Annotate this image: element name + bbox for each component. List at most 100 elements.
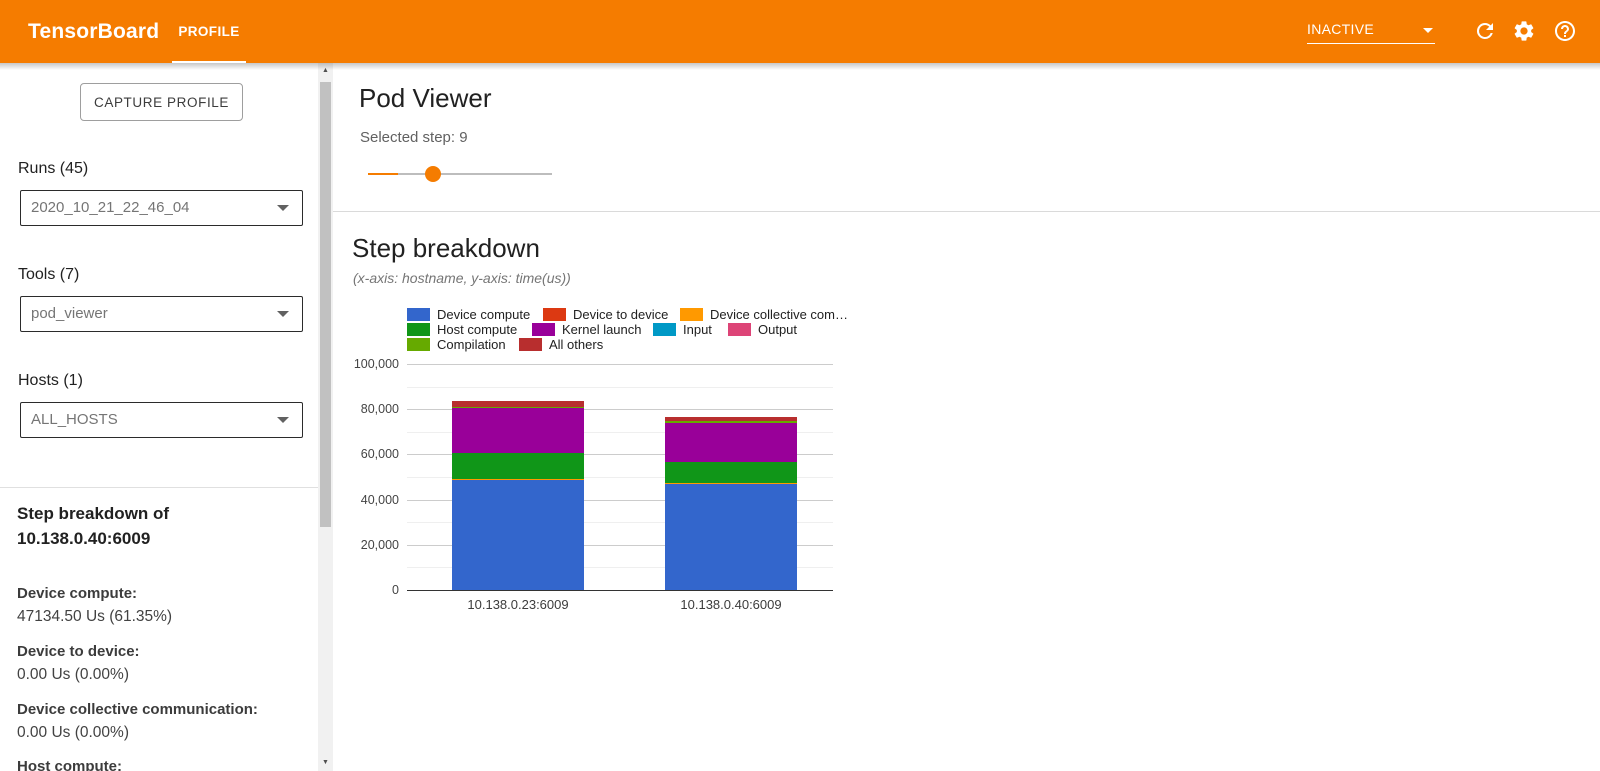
legend-swatch bbox=[680, 308, 703, 321]
sidebar-scrollbar[interactable]: ▲ ▼ bbox=[318, 63, 333, 771]
minor-gridline bbox=[407, 431, 833, 433]
major-gridline bbox=[407, 544, 833, 546]
tab-active-indicator bbox=[172, 61, 246, 63]
major-gridline bbox=[407, 454, 833, 456]
major-gridline bbox=[407, 364, 833, 365]
bar-segment-device-collective-communication bbox=[452, 479, 584, 481]
capture-profile-button[interactable]: CAPTURE PROFILE bbox=[80, 83, 243, 121]
y-tick-label: 20,000 bbox=[360, 537, 399, 552]
stat-label: Device collective communication: bbox=[17, 701, 258, 718]
legend-label: Output bbox=[758, 322, 798, 337]
runs-select[interactable]: 2020_10_21_22_46_04 bbox=[20, 190, 303, 226]
bar-segment-all-others bbox=[665, 417, 797, 422]
section-title: Step breakdown bbox=[352, 233, 540, 263]
bar-segment-compilation bbox=[452, 406, 584, 409]
step-breakdown-chart: Device compute Device to device Device col… bbox=[333, 63, 1600, 771]
stat-value: 0.00 Us (0.00%) bbox=[17, 666, 129, 683]
legend-label: Device to device bbox=[573, 307, 669, 322]
section-subtitle: (x-axis: hostname, y-axis: time(us)) bbox=[353, 270, 571, 286]
app-header: TensorBoard PROFILE INACTIVE bbox=[0, 0, 1600, 63]
stat-value: 0.00 Us (0.00%) bbox=[17, 724, 129, 741]
legend-label: Compilation bbox=[437, 337, 506, 352]
y-tick-label: 100,000 bbox=[353, 357, 399, 371]
slider-thumb[interactable] bbox=[425, 166, 441, 182]
bar-segment-device-compute bbox=[665, 483, 797, 590]
tools-select[interactable]: pod_viewer bbox=[20, 296, 303, 332]
stat-label: Device compute: bbox=[17, 585, 138, 602]
main-content: Pod Viewer Selected step: 9 Step breakdo… bbox=[333, 63, 1600, 771]
stat-label: Host compute: bbox=[17, 758, 122, 771]
legend-label: Kernel launch bbox=[562, 322, 642, 337]
settings-icon[interactable] bbox=[1512, 19, 1536, 43]
bar-segment-device-compute bbox=[452, 480, 584, 590]
minor-gridline bbox=[407, 567, 833, 569]
legend-label: Device collective com… bbox=[710, 307, 848, 322]
hosts-select-value: ALL_HOSTS bbox=[31, 411, 118, 428]
major-gridline bbox=[407, 499, 833, 501]
refresh-icon[interactable] bbox=[1473, 19, 1497, 43]
hosts-label: Hosts (1) bbox=[18, 372, 83, 389]
bar-segment-host-compute bbox=[452, 453, 584, 480]
legend-swatch bbox=[407, 308, 430, 321]
scrollbar-up-icon[interactable]: ▲ bbox=[322, 67, 329, 74]
chevron-down-icon bbox=[277, 205, 289, 211]
y-tick-label: 40,000 bbox=[360, 492, 399, 507]
stat-label: Device to device: bbox=[17, 643, 140, 660]
x-axis-line bbox=[407, 590, 833, 591]
chevron-down-icon bbox=[277, 311, 289, 317]
tab-profile-label: PROFILE bbox=[178, 24, 240, 39]
sidebar-divider bbox=[0, 487, 318, 488]
legend-label: Device compute bbox=[437, 307, 531, 322]
selected-step-label: Selected step: 9 bbox=[360, 129, 468, 146]
tab-profile[interactable]: PROFILE bbox=[167, 0, 251, 63]
minor-gridline bbox=[407, 522, 833, 524]
chevron-down-icon bbox=[1423, 28, 1433, 33]
chevron-down-icon bbox=[277, 417, 289, 423]
runs-label: Runs (45) bbox=[18, 160, 89, 177]
tools-select-value: pod_viewer bbox=[31, 305, 108, 322]
section-divider bbox=[333, 211, 1600, 212]
x-tick-label: 10.138.0.40:6009 bbox=[680, 597, 782, 612]
legend-label: All others bbox=[549, 337, 604, 352]
app-title: TensorBoard bbox=[28, 20, 160, 43]
slider-track[interactable] bbox=[368, 173, 552, 175]
major-gridline bbox=[407, 409, 833, 411]
scrollbar-thumb[interactable] bbox=[320, 82, 331, 527]
step-slider[interactable] bbox=[368, 163, 552, 185]
runs-select-value: 2020_10_21_22_46_04 bbox=[31, 199, 190, 216]
legend-swatch bbox=[519, 338, 542, 351]
y-tick-label: 0 bbox=[392, 583, 399, 597]
bar-segment-all-others bbox=[452, 401, 584, 407]
bar-segment-kernel-launch bbox=[665, 422, 797, 462]
x-tick-label: 10.138.0.23:6009 bbox=[467, 597, 569, 612]
stat-value: 47134.50 Us (61.35%) bbox=[17, 608, 173, 625]
minor-gridline bbox=[407, 386, 833, 388]
minor-gridline bbox=[407, 477, 833, 478]
help-icon[interactable] bbox=[1553, 19, 1577, 43]
y-tick-label: 80,000 bbox=[360, 402, 399, 417]
legend-swatch bbox=[407, 338, 430, 351]
legend-swatch bbox=[407, 323, 430, 336]
legend-swatch bbox=[728, 323, 751, 336]
status-select-value: INACTIVE bbox=[1307, 21, 1374, 37]
sidebar: CAPTURE PROFILE Runs (45) 2020_10_21_22_… bbox=[0, 63, 318, 771]
slider-fill bbox=[368, 173, 398, 175]
bar-segment-compilation bbox=[665, 421, 797, 423]
legend-label: Host compute bbox=[437, 322, 518, 337]
legend-swatch bbox=[543, 308, 566, 321]
bar-segment-kernel-launch bbox=[452, 408, 584, 454]
tools-label: Tools (7) bbox=[18, 266, 80, 283]
hosts-select[interactable]: ALL_HOSTS bbox=[20, 402, 303, 438]
page-title: Pod Viewer bbox=[359, 83, 492, 113]
scrollbar-down-icon[interactable]: ▼ bbox=[322, 759, 329, 766]
legend-label: Input bbox=[683, 322, 712, 337]
y-tick-label: 60,000 bbox=[360, 447, 399, 462]
status-select[interactable]: INACTIVE bbox=[1307, 18, 1435, 44]
sidebar-breakdown-title: Step breakdown of 10.138.0.40:6009 bbox=[17, 504, 170, 548]
header-shadow bbox=[0, 63, 1600, 70]
bar-segment-device-collective-communication bbox=[665, 482, 797, 484]
legend-swatch bbox=[653, 323, 676, 336]
bar-segment-host-compute bbox=[665, 461, 797, 483]
legend-swatch bbox=[532, 323, 555, 336]
